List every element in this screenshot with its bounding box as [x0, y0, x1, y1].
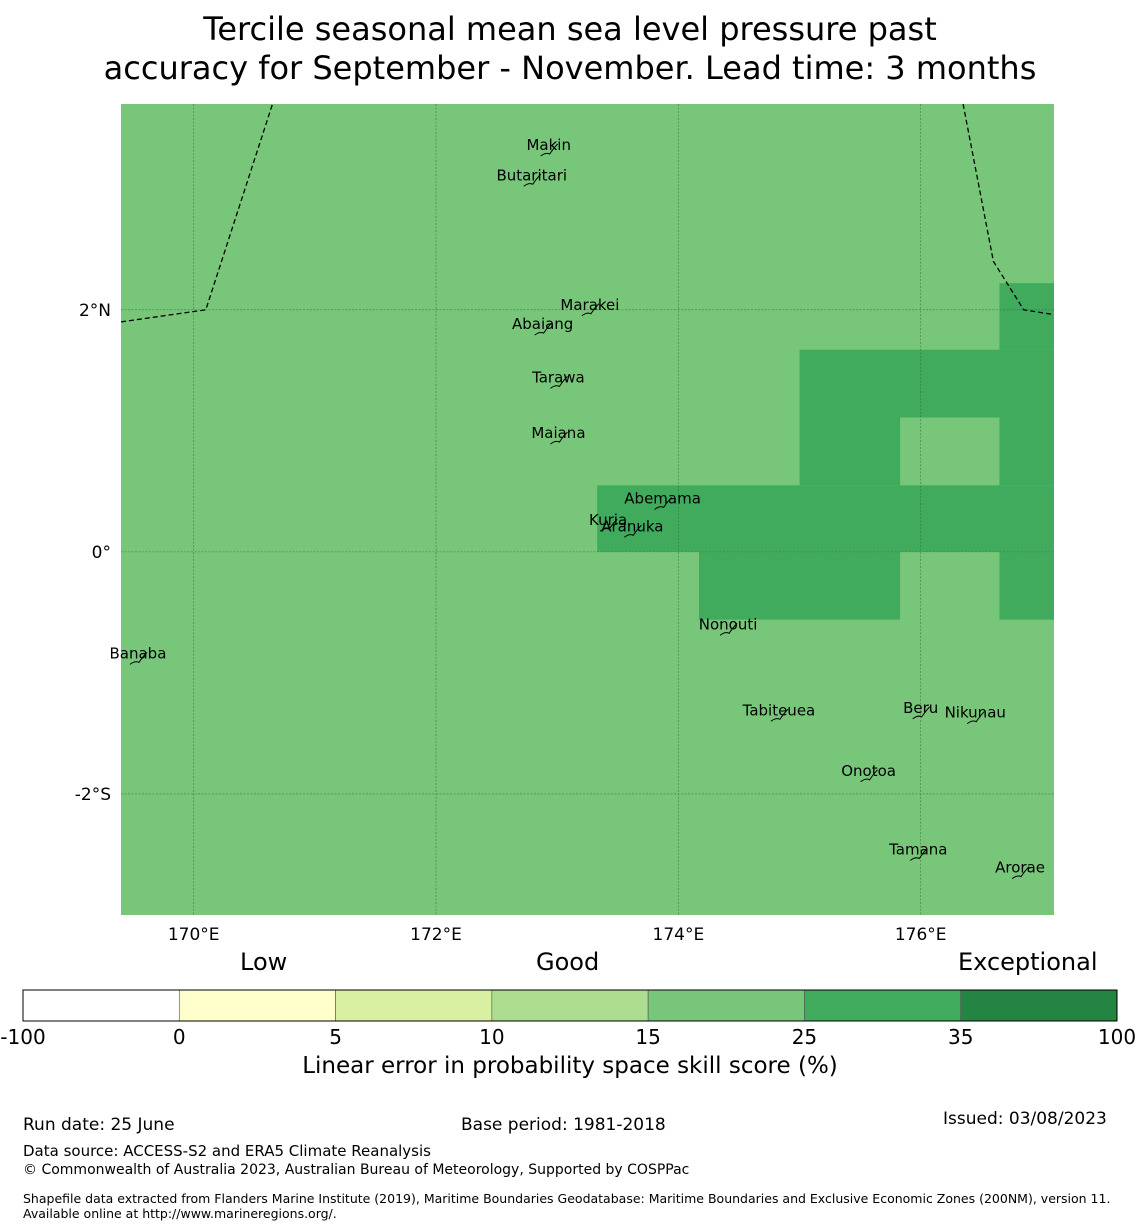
colorbar-bin [335, 989, 493, 1022]
island-label: Beru [903, 699, 938, 717]
lon-tick-label: 174°E [653, 925, 705, 945]
island-outline [909, 848, 928, 861]
island-outline [550, 376, 568, 389]
island-outline [912, 706, 931, 720]
colorbar-bin [491, 989, 649, 1022]
island-label: Tarawa [531, 368, 585, 386]
category-low-label: Low [240, 948, 288, 976]
lat-tick-label: -2°S [75, 785, 111, 805]
colorbar-tick-label: 10 [479, 1025, 504, 1049]
category-good-label: Good [536, 948, 600, 976]
base-period: Base period: 1981-2018 [461, 1115, 666, 1135]
colorbar-bin [647, 989, 805, 1022]
island-label: Arorae [995, 859, 1045, 877]
colorbar-tick-label: -100 [0, 1025, 45, 1049]
run-date: Run date: 25 June [23, 1115, 175, 1135]
island-outline [540, 143, 559, 157]
island-label: Abemama [624, 489, 701, 507]
island-label: Nikunau [945, 704, 1006, 722]
colorbar-tick-label: 15 [635, 1025, 660, 1049]
copyright: © Commonwealth of Australia 2023, Austra… [23, 1162, 690, 1178]
lat-tick-label: 2°N [79, 301, 111, 321]
island-label: Makin [526, 136, 571, 154]
skill-cell-15-25 [900, 417, 1000, 486]
island-label: Banaba [110, 644, 167, 662]
colorbar-tick-label: 35 [948, 1025, 973, 1049]
colorbar-bin [22, 989, 180, 1022]
category-exceptional-label: Exceptional [958, 948, 1098, 976]
island-outline [550, 431, 568, 445]
island-label: Aranuka [601, 517, 663, 535]
colorbar-bin [804, 989, 962, 1022]
island-label: Kuria [589, 511, 627, 529]
lon-tick-label: 170°E [168, 925, 220, 945]
map-area: 170°E 172°E 174°E 176°E 2°N 0° -2°S Makin Butari… [75, 103, 1055, 945]
island-outline [770, 708, 789, 722]
island-outline [599, 518, 618, 532]
island-label: Maiana [531, 424, 585, 442]
skill-cell-25-35 [597, 485, 1054, 552]
colorbar-bin [960, 989, 1118, 1022]
chart-title: Tercile seasonal mean sea level pressure… [103, 10, 1037, 87]
island-outline [719, 622, 738, 636]
island-label: Butaritari [496, 166, 567, 184]
island-outline [624, 524, 642, 538]
skill-cell-25-35 [698, 551, 901, 620]
island-outline [654, 497, 672, 510]
colorbar-title: Linear error in probability space skill … [302, 1053, 838, 1079]
colorbar-tick-label: 0 [173, 1025, 186, 1049]
island-label: Onotoa [841, 762, 896, 780]
colorbar: -100 0 5 10 15 25 35 100 [0, 989, 1136, 1049]
island-label: Marakei [560, 296, 619, 314]
colorbar-tick-label: 25 [792, 1025, 817, 1049]
island-outline [860, 769, 878, 783]
colorbar-bin [178, 989, 336, 1022]
island-label: Tamana [888, 840, 947, 858]
skill-cell-25-35 [999, 283, 1054, 350]
island-label: Nonouti [699, 615, 758, 633]
colorbar-tick-label: 100 [1098, 1025, 1136, 1049]
shapefile-credit: Shapefile data extracted from Flanders M… [23, 1191, 1111, 1221]
island-outline [534, 322, 553, 336]
island-outline [523, 173, 542, 187]
issued-date: Issued: 03/08/2023 [943, 1109, 1107, 1129]
eez-boundary-east [962, 103, 1055, 316]
island-outline [966, 711, 985, 725]
data-source: Data source: ACCESS-S2 and ERA5 Climate … [23, 1142, 431, 1160]
lat-tick-label: 0° [92, 543, 111, 563]
colorbar-tick-label: 5 [329, 1025, 342, 1049]
island-outline [581, 303, 600, 317]
colorbar-frame [22, 989, 1118, 1022]
lon-tick-label: 172°E [410, 925, 462, 945]
lon-tick-label: 176°E [895, 925, 947, 945]
skill-cell-25-35 [999, 551, 1054, 620]
eez-boundary-west [120, 103, 274, 323]
island-label: Abaiang [512, 315, 573, 333]
island-outline [1011, 866, 1030, 880]
island-label: Tabiteuea [742, 701, 816, 719]
island-outline [129, 652, 148, 665]
